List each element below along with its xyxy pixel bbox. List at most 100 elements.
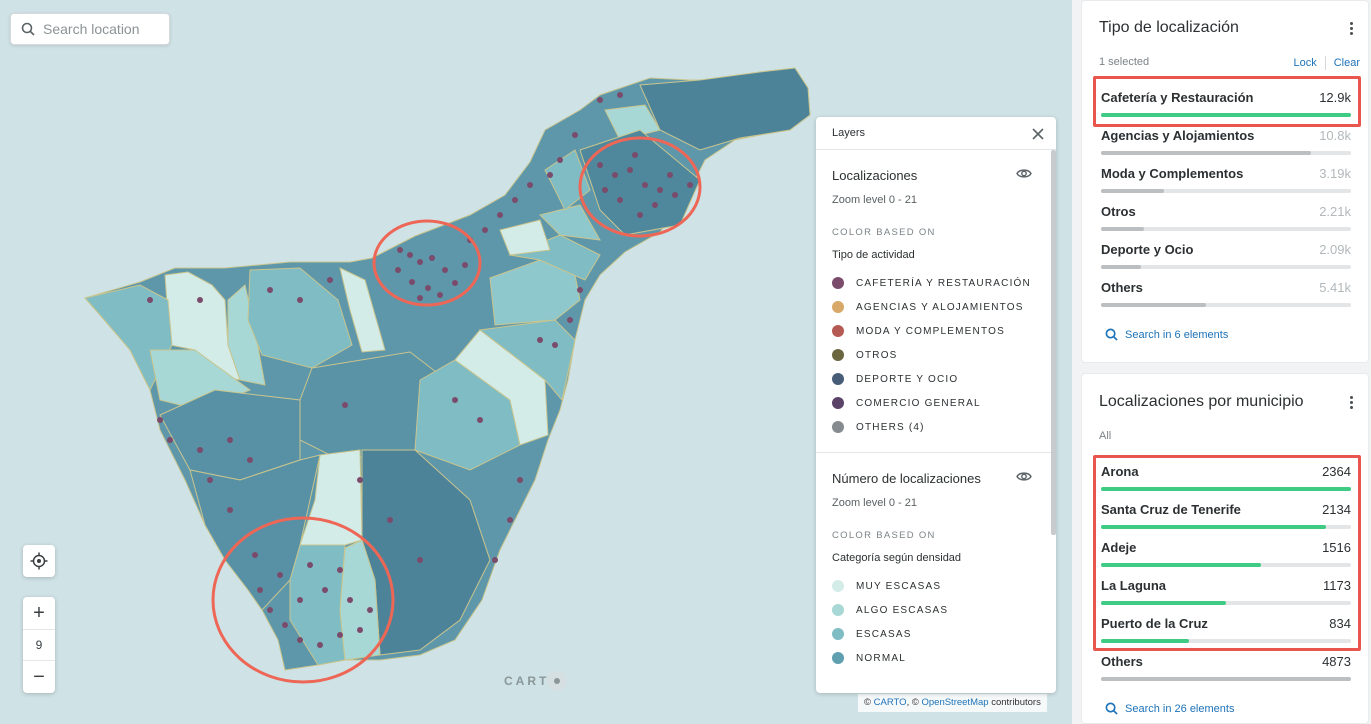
category-bar-fill <box>1101 525 1326 529</box>
selection-highlight <box>1093 455 1361 651</box>
category-bar <box>1101 487 1351 491</box>
widget-actions: Lock Clear <box>1293 56 1360 70</box>
widgets-sidebar: Tipo de localización 1 selected Lock Cle… <box>1072 0 1371 724</box>
attribution-suffix: contributors <box>991 697 1041 708</box>
legend-label: MODA Y COMPLEMENTOS <box>856 325 1005 337</box>
legend-list: MUY ESCASAS ALGO ESCASAS ESCASAS NORMAL <box>832 574 1040 670</box>
category-bar <box>1101 265 1351 269</box>
legend-list: CAFETERÍA Y RESTAURACIÓN AGENCIAS Y ALOJ… <box>832 271 1040 439</box>
search-input[interactable] <box>43 21 163 37</box>
search-icon <box>21 22 35 36</box>
legend-label: ESCASAS <box>856 628 912 640</box>
zoom-in-button[interactable]: + <box>33 601 45 624</box>
category-label: Cafetería y Restauración <box>1101 90 1254 105</box>
category-value: 10.8k <box>1319 128 1351 143</box>
tenerife-island-map <box>84 67 811 684</box>
category-value: 1173 <box>1323 578 1351 593</box>
attribution-prefix: © <box>864 697 871 708</box>
layer-zoom-range: Zoom level 0 - 21 <box>832 497 917 509</box>
category-label: Arona <box>1101 464 1139 479</box>
category-bar <box>1101 303 1351 307</box>
category-bar <box>1101 227 1351 231</box>
category-bar-fill <box>1101 265 1141 269</box>
legend-swatch <box>832 301 844 313</box>
widget-title: Tipo de localización <box>1099 19 1239 36</box>
attribution-separator: , © <box>906 697 919 708</box>
region-light-3 <box>339 267 386 353</box>
selection-highlight <box>1093 76 1361 127</box>
zoom-control: + 9 − <box>23 597 55 693</box>
legend-label: OTHERS (4) <box>856 421 925 433</box>
layers-scrollbar[interactable] <box>1051 150 1056 535</box>
more-options-icon[interactable] <box>1350 22 1354 37</box>
category-label: Otros <box>1101 204 1136 219</box>
layer-localizaciones: Localizaciones Zoom level 0 - 21 COLOR B… <box>816 150 1056 439</box>
category-label: Deporte y Ocio <box>1101 242 1194 257</box>
legend-swatch <box>832 325 844 337</box>
category-label: Puerto de la Cruz <box>1101 616 1208 631</box>
selection-status: All <box>1099 430 1112 442</box>
actions-divider <box>1324 56 1326 70</box>
legend-item: NORMAL <box>832 646 1040 670</box>
category-label: Agencias y Alojamientos <box>1101 128 1255 143</box>
location-search[interactable] <box>10 13 170 45</box>
legend-label: CAFETERÍA Y RESTAURACIÓN <box>856 277 1031 289</box>
category-label: Others <box>1101 280 1143 295</box>
highlight-circles <box>211 136 702 684</box>
region-mid-1 <box>247 267 353 369</box>
layer-zoom-range: Zoom level 0 - 21 <box>832 194 917 206</box>
zoom-out-button[interactable]: − <box>33 665 45 688</box>
search-elements-link[interactable]: Search in 26 elements <box>1105 702 1234 715</box>
category-value: 2.09k <box>1319 242 1351 257</box>
category-bar <box>1101 113 1351 117</box>
region-dark-6 <box>189 454 321 611</box>
legend-item: OTROS <box>832 343 1040 367</box>
search-elements-link[interactable]: Search in 6 elements <box>1105 328 1228 341</box>
legend-label: ALGO ESCASAS <box>856 604 949 616</box>
clear-button[interactable]: Clear <box>1333 57 1360 69</box>
legend-label: NORMAL <box>856 652 906 664</box>
category-bar <box>1101 525 1351 529</box>
color-based-field: Tipo de actividad <box>832 249 915 261</box>
carto-link[interactable]: CARTO <box>873 697 907 708</box>
category-label: La Laguna <box>1101 578 1167 593</box>
category-value: 12.9k <box>1319 90 1351 105</box>
geolocate-button[interactable] <box>23 545 55 577</box>
category-bar <box>1101 677 1351 681</box>
category-label: Others <box>1101 654 1143 669</box>
region-light-8 <box>339 539 381 661</box>
color-based-label: COLOR BASED ON <box>832 227 936 238</box>
search-icon <box>1105 702 1118 715</box>
region-light-6 <box>499 219 551 256</box>
category-value: 4873 <box>1322 654 1351 669</box>
category-value: 2364 <box>1322 464 1351 479</box>
color-based-field: Categoría según densidad <box>832 552 962 564</box>
map-attribution: © CARTO, © OpenStreetMap contributors <box>858 694 1047 712</box>
close-icon[interactable] <box>1032 128 1044 140</box>
legend-item: OTHERS (4) <box>832 415 1040 439</box>
legend-swatch <box>832 628 844 640</box>
visibility-eye-icon[interactable] <box>1016 471 1032 482</box>
legend-swatch <box>832 397 844 409</box>
visibility-eye-icon[interactable] <box>1016 168 1032 179</box>
color-based-label: COLOR BASED ON <box>832 530 936 541</box>
lock-button[interactable]: Lock <box>1293 57 1317 69</box>
carto-logo-text: CART <box>504 674 550 688</box>
search-elements-label: Search in 6 elements <box>1125 328 1229 341</box>
legend-item: ALGO ESCASAS <box>832 598 1040 622</box>
category-value: 2.21k <box>1319 204 1351 219</box>
map-canvas[interactable]: + 9 − CART © CARTO, © OpenStreetMap cont… <box>0 0 1072 724</box>
osm-link[interactable]: OpenStreetMap <box>921 697 989 708</box>
legend-item: COMERCIO GENERAL <box>832 391 1040 415</box>
category-bar-fill <box>1101 677 1351 681</box>
category-bar-fill <box>1101 189 1164 193</box>
legend-swatch <box>832 349 844 361</box>
category-bar <box>1101 639 1351 643</box>
more-options-icon[interactable] <box>1350 396 1354 411</box>
legend-item: MODA Y COMPLEMENTOS <box>832 319 1040 343</box>
crosshair-icon <box>30 552 48 570</box>
legend-item: AGENCIAS Y ALOJAMIENTOS <box>832 295 1040 319</box>
zoom-level: 9 <box>23 629 55 661</box>
category-bar-fill <box>1101 113 1351 117</box>
legend-swatch <box>832 604 844 616</box>
